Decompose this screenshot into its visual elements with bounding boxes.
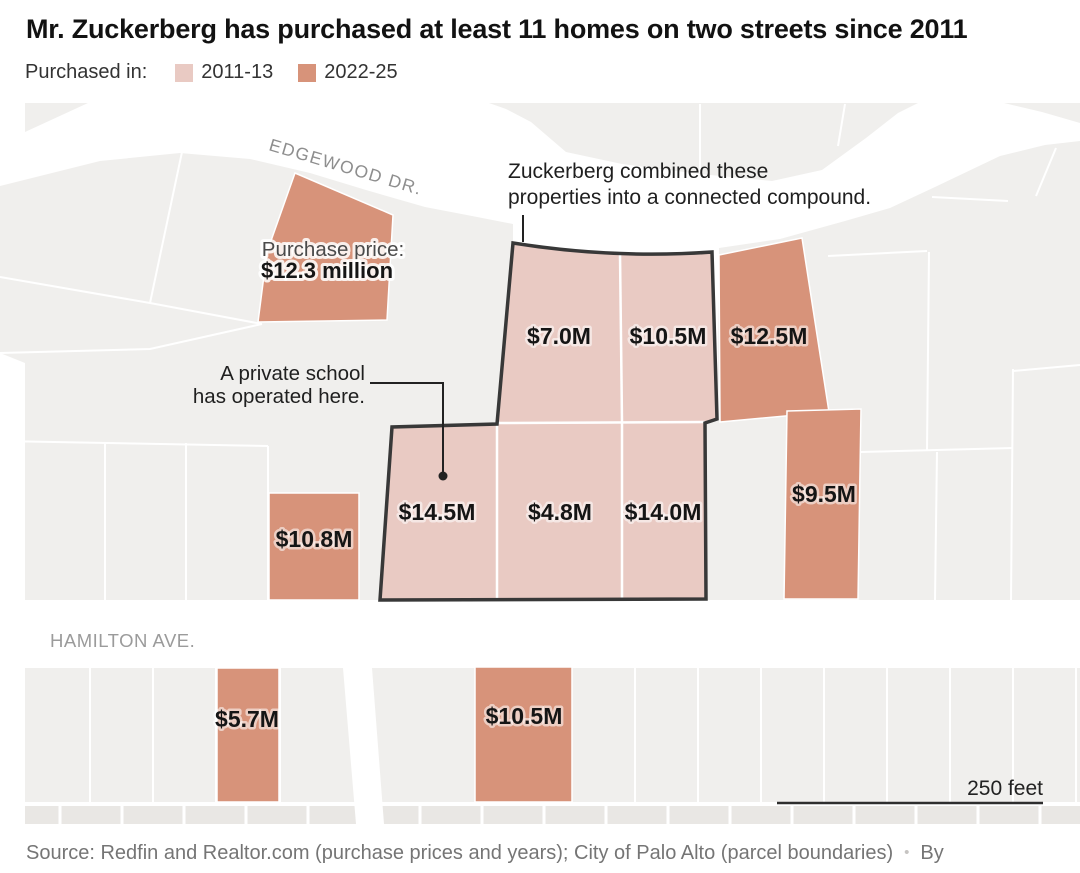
parcel-compound-upper [497,243,717,424]
source-bullet: • [904,844,910,861]
source-line: Source: Redfin and Realtor.com (purchase… [26,842,1066,865]
scale-bar-label: 250 feet [967,777,1043,800]
compound-outline [378,240,719,602]
parcel-5-7m [216,667,280,803]
parcel-compound-lower [380,423,706,600]
side-street [343,668,384,824]
price-label-10-8m: $10.8M [276,526,353,552]
block-top-left-wedge [25,103,88,132]
price-label-5-7m: $5.7M [215,706,279,732]
page-title: Mr. Zuckerberg has purchased at least 11… [26,14,968,44]
parcel-boundary-lines [0,103,1080,824]
street-label-hamilton: HAMILTON AVE. [50,630,195,651]
price-label-4-8m: $4.8M [528,499,592,525]
price-label-9-5m: $9.5M [792,481,856,507]
purchase-price-value: $12.3 million [261,258,393,283]
price-label-12-5m: $12.5M [731,323,808,349]
map-labels: EDGEWOOD DR. HAMILTON AVE. Zuckerberg co… [50,135,1043,805]
school-note-line2: has operated here. [193,385,365,408]
legend-item-2022-25: 2022-25 [298,61,398,84]
parcel-9-5m [783,408,862,600]
block-top-right-strip [489,103,918,181]
price-label-14-5m: $14.5M [399,499,476,525]
price-label-14-0m: $14.0M [625,499,702,525]
legend: Purchased in: 2011-13 2022-25 [25,61,423,84]
price-label-7-0m: $7.0M [527,323,591,349]
parcel-10-8m [268,492,360,601]
parcel-12-3m [257,171,394,323]
price-label-10-5m: $10.5M [630,323,707,349]
compound-note-line2: properties into a connected compound. [508,186,871,209]
parcel-10-5m-hamilton [474,666,573,803]
source-byline: By [920,842,944,864]
compound-inner-divider [618,253,624,423]
price-label-10-5m-hamilton: $10.5M [486,703,563,729]
legend-swatch-early-icon [175,63,194,82]
source-text: Source: Redfin and Realtor.com (purchase… [26,842,894,864]
purchased-parcels [216,171,862,803]
annotation-leaders [370,215,524,481]
block-ne-wedge [1004,103,1080,123]
legend-item-2011-13: 2011-13 [175,61,273,84]
legend-item-label: 2011-13 [201,61,274,83]
compound-note-line1: Zuckerberg combined these [508,160,768,183]
legend-label: Purchased in: [25,61,148,83]
school-note-line1: A private school [220,362,365,385]
purchase-price-label: Purchase price: [262,238,404,261]
school-note-leader [370,382,444,472]
block-south-strip [25,806,1080,824]
legend-item-label: 2022-25 [324,61,398,83]
legend-swatch-recent-icon [298,63,317,82]
school-note-dot [438,471,448,481]
compound-inner-divider [496,420,706,425]
